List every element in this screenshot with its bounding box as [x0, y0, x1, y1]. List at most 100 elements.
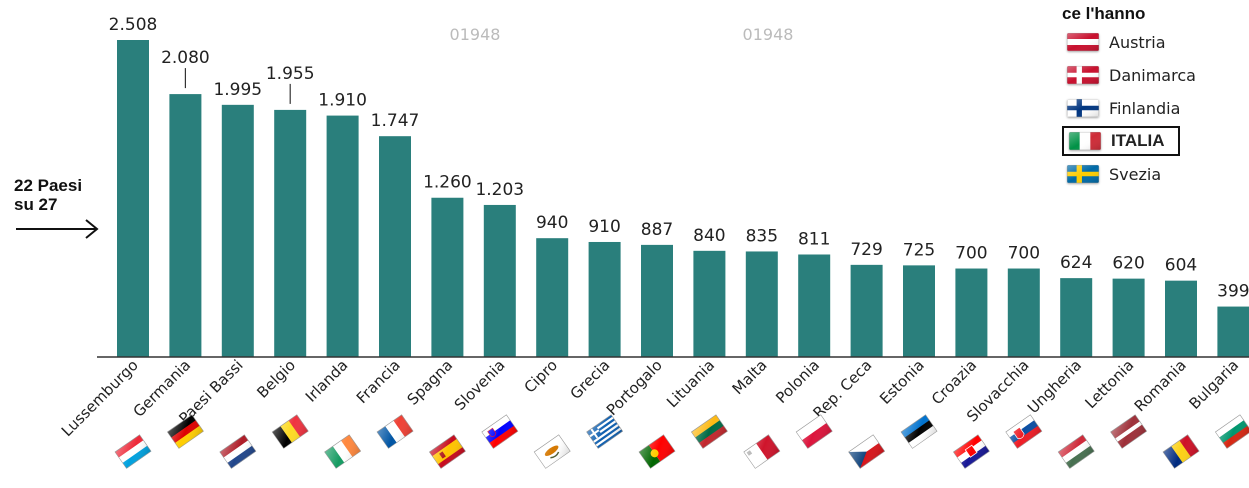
- flag-ee-icon: [900, 414, 938, 449]
- value-label: 811: [798, 229, 830, 249]
- bar-slovenia: [483, 204, 516, 357]
- legend-label: ITALIA: [1111, 131, 1165, 150]
- bar-malta: [745, 251, 778, 357]
- bar-romania: [1165, 280, 1197, 357]
- value-label: 2.508: [109, 15, 158, 35]
- legend-title: ce l'hanno: [1062, 4, 1146, 23]
- value-label: 1.203: [475, 180, 524, 200]
- flag-fr-icon: [376, 414, 414, 449]
- flag-dk-icon: [1067, 66, 1099, 84]
- flag-bg-icon: [1214, 414, 1249, 449]
- side-label-line2: su 27: [14, 195, 58, 214]
- bar-lituania: [693, 250, 726, 357]
- category-label: Francia: [353, 356, 404, 407]
- value-label: 700: [1008, 244, 1040, 264]
- category-label: Estonia: [876, 356, 928, 408]
- bar-spagna: [431, 197, 464, 357]
- bar-portogalo: [641, 244, 673, 357]
- value-label: 910: [588, 217, 620, 237]
- flag-be-icon: [271, 414, 309, 449]
- bar-polonia: [798, 254, 831, 357]
- bar-rep-ceca: [850, 264, 883, 357]
- category-label: Malta: [729, 356, 771, 398]
- category-label: Bulgaria: [1186, 356, 1243, 413]
- flag-es-icon: [428, 434, 466, 469]
- value-label: 1.747: [371, 111, 420, 131]
- side-label-line1: 22 Paesi: [14, 176, 83, 195]
- category-label: Slovenia: [451, 356, 509, 414]
- bar-paesi-bassi: [221, 104, 254, 357]
- flag-gr-icon: [586, 414, 624, 449]
- category-label: Romania: [1131, 356, 1190, 415]
- bar-germania: [169, 94, 202, 357]
- value-label: 700: [955, 244, 987, 264]
- value-label: 835: [746, 226, 778, 246]
- flag-nl-icon: [219, 434, 257, 469]
- category-label: Spagna: [404, 356, 457, 409]
- value-label: 399: [1217, 282, 1249, 302]
- value-label: 604: [1165, 256, 1197, 276]
- bar-croazia: [955, 268, 988, 357]
- category-label: Portogalo: [603, 356, 666, 419]
- flag-pl-icon: [795, 414, 833, 449]
- watermark-right: 01948: [743, 25, 794, 44]
- flag-hr-icon: [952, 434, 990, 469]
- legend-label: Austria: [1109, 32, 1166, 52]
- flag-sk-icon: [1005, 414, 1043, 449]
- flag-lt-icon: [690, 414, 728, 449]
- legend-item-italia: ITALIA: [1062, 126, 1180, 156]
- category-label: Grecia: [567, 356, 614, 403]
- category-label: Lussemburgo: [58, 356, 142, 440]
- category-flags: [114, 414, 1249, 469]
- bar-cipro: [536, 238, 569, 357]
- category-label: Polonia: [772, 356, 823, 407]
- bars-group: [117, 40, 1249, 357]
- value-label: 840: [693, 226, 725, 246]
- flag-fi-icon: [1067, 99, 1099, 117]
- legend-label: Finlandia: [1109, 98, 1181, 118]
- flag-mt-icon: [743, 434, 781, 469]
- flag-si-icon: [481, 414, 519, 449]
- category-label: Belgio: [253, 356, 299, 402]
- legend-label: Danimarca: [1109, 65, 1196, 85]
- flag-de-icon: [166, 414, 204, 449]
- legend-item-austria: Austria: [1062, 27, 1248, 57]
- arrow-icon: [16, 219, 99, 239]
- flag-it-icon: [1069, 132, 1101, 150]
- value-label: 624: [1060, 253, 1092, 273]
- flag-cy-icon: [533, 434, 571, 469]
- bar-bulgaria: [1217, 306, 1249, 357]
- category-label: Lituania: [663, 356, 718, 411]
- value-label: 940: [536, 213, 568, 233]
- value-label: 620: [1112, 254, 1144, 274]
- flag-hu-icon: [1057, 434, 1095, 469]
- value-label: 1.910: [318, 91, 367, 111]
- bar-lussemburgo: [117, 40, 149, 357]
- flag-se-icon: [1067, 165, 1099, 183]
- flag-pt-icon: [638, 434, 676, 469]
- value-label: 725: [903, 240, 935, 260]
- flag-at-icon: [1067, 33, 1099, 51]
- category-label: Ungheria: [1024, 356, 1085, 417]
- legend-item-finlandia: Finlandia: [1062, 93, 1248, 123]
- value-label: 1.260: [423, 173, 472, 193]
- flag-cz-icon: [848, 434, 886, 469]
- flag-lu-icon: [114, 434, 152, 469]
- legend-items: Austria Danimarca Finlandia ITALIA Svezia: [1062, 27, 1248, 189]
- flag-lv-icon: [1110, 414, 1148, 449]
- watermark-left: 01948: [450, 25, 501, 44]
- bar-francia: [379, 136, 411, 357]
- bar-lettonia: [1112, 278, 1145, 357]
- side-label: 22 Paesi su 27: [14, 176, 82, 214]
- category-label: Croazia: [928, 356, 980, 408]
- category-label: Irlanda: [302, 356, 352, 406]
- bar-belgio: [274, 109, 307, 357]
- legend-item-danimarca: Danimarca: [1062, 60, 1248, 90]
- category-label: Lettonia: [1081, 356, 1137, 412]
- bar-estonia: [903, 265, 935, 357]
- bar-ungheria: [1060, 278, 1093, 357]
- legend-label: Svezia: [1109, 164, 1162, 184]
- bar-grecia: [588, 241, 621, 357]
